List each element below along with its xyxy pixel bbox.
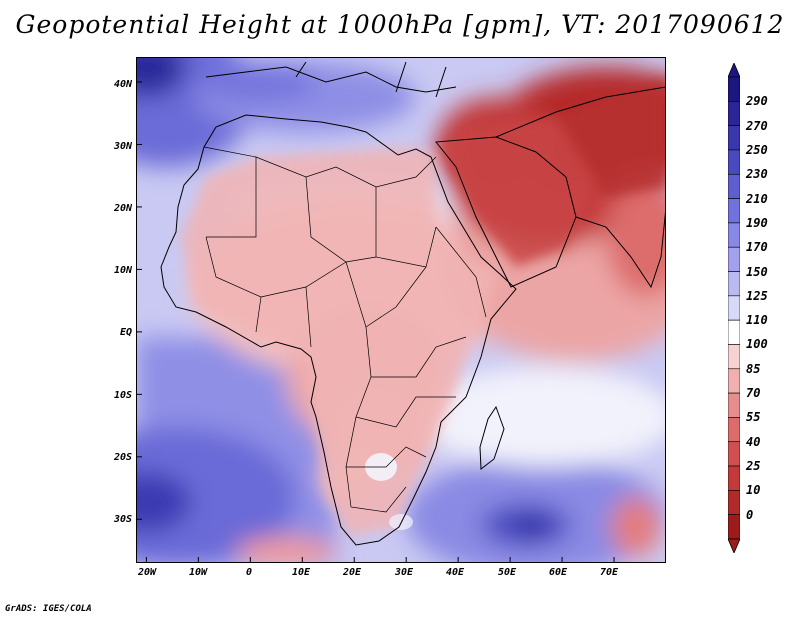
longitude-ticks — [145, 557, 615, 563]
lon-label-20e: 20E — [342, 567, 362, 578]
colorbar-label: 290 — [746, 94, 768, 109]
colorbar-label: 0 — [746, 507, 754, 522]
colorbar-box — [728, 441, 740, 467]
colorbar-label: 40 — [746, 434, 761, 449]
lat-label-10s: 10S — [113, 390, 132, 401]
colorbar-box — [728, 271, 740, 297]
country-borders — [203, 146, 487, 513]
coastlines — [160, 61, 666, 546]
geopotential-map — [136, 57, 666, 563]
colorbar-box — [728, 295, 740, 321]
colorbar-box — [728, 246, 740, 272]
colorbar-box — [728, 344, 740, 370]
map-title: Geopotential Height at 1000hPa [gpm], VT… — [15, 10, 785, 39]
lon-label-50e: 50E — [497, 567, 517, 578]
colorbar-box — [728, 101, 740, 126]
land-field — [181, 77, 666, 537]
colorbar-box — [728, 368, 740, 394]
asia-coast — [495, 86, 666, 138]
lon-label-20w: 20W — [137, 567, 157, 578]
colorbar-label: 230 — [746, 167, 768, 182]
colorbar-box — [728, 392, 740, 418]
arabia-coast — [435, 136, 577, 288]
colorbar-box — [728, 417, 740, 443]
colorbar-box — [728, 149, 740, 175]
colorbar-label: 100 — [746, 337, 768, 352]
colorbar-label: 10 — [746, 483, 761, 498]
colorbar-label: 210 — [746, 191, 768, 206]
madagascar-coast — [479, 405, 505, 470]
colorbar-box — [728, 222, 740, 248]
africa-coast — [160, 114, 517, 546]
colorbar-box — [728, 514, 740, 540]
colorbar — [728, 63, 740, 553]
colorbar-box — [728, 125, 740, 151]
colorbar-label: 170 — [746, 240, 768, 255]
colorbar-box — [728, 465, 740, 491]
lon-label-40e: 40E — [445, 567, 465, 578]
lat-label-10n: 10N — [113, 265, 132, 276]
colorbar-label: 125 — [746, 288, 768, 303]
peninsula-lines — [295, 61, 447, 98]
colorbar-box — [728, 490, 740, 515]
map-frame — [136, 57, 666, 563]
colorbar-label: 150 — [746, 264, 768, 279]
colorbar-box — [728, 173, 740, 199]
colorbar-label: 70 — [746, 386, 761, 401]
colorbar-label: 85 — [746, 361, 761, 376]
lat-label-30n: 30N — [113, 141, 132, 152]
lat-label-20n: 20N — [113, 203, 132, 214]
colorbar-box — [728, 319, 740, 345]
colorbar-top-arrow — [728, 63, 740, 78]
map-panel — [136, 57, 666, 563]
colorbar-label: 55 — [746, 410, 761, 425]
lat-label-20s: 20S — [113, 452, 132, 463]
colorbar-bottom-arrow — [728, 538, 740, 553]
lon-label-0: 0 — [245, 567, 253, 578]
grads-credit: GrADS: IGES/COLA — [5, 604, 92, 614]
lon-label-60e: 60E — [548, 567, 568, 578]
colorbar-box — [728, 198, 740, 224]
europe-coast — [205, 66, 457, 93]
lon-label-70e: 70E — [599, 567, 619, 578]
latitude-ticks — [136, 81, 142, 520]
lon-label-10e: 10E — [291, 567, 311, 578]
colorbar-label: 110 — [746, 313, 768, 328]
lat-label-40n: 40N — [113, 79, 132, 90]
colorbar-label: 190 — [746, 215, 768, 230]
lat-label-eq: EQ — [119, 327, 132, 338]
colorbar-label: 270 — [746, 118, 768, 133]
lon-label-10w: 10W — [188, 567, 208, 578]
lon-label-30e: 30E — [394, 567, 414, 578]
lat-label-30s: 30S — [113, 514, 132, 525]
india-coast — [575, 206, 666, 289]
colorbar-label: 250 — [746, 142, 768, 157]
colorbar-box — [728, 76, 740, 102]
colorbar-label: 25 — [746, 459, 761, 474]
